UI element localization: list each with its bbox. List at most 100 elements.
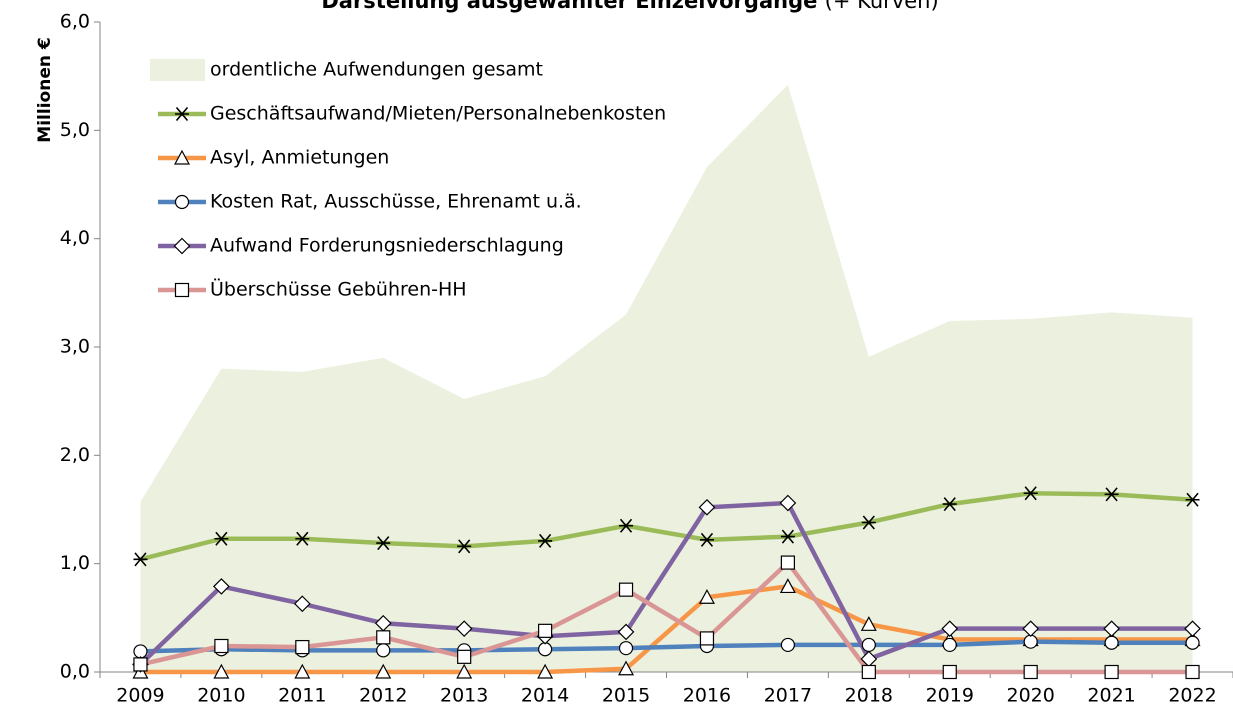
- point-marker: [860, 616, 877, 631]
- x-tick-label: 2014: [521, 685, 569, 707]
- point-marker: [1184, 620, 1201, 638]
- legend-marker: [174, 194, 190, 210]
- legend-label: Überschüsse Gebühren-HH: [210, 278, 467, 301]
- point-marker: [295, 639, 310, 655]
- x-tick-label: 2019: [926, 685, 974, 707]
- point-marker: [617, 623, 635, 641]
- point-marker: [861, 637, 876, 653]
- y-tick-label: 2,0: [60, 444, 90, 466]
- point-marker: [1185, 664, 1200, 680]
- point-marker: [375, 663, 392, 679]
- point-marker: [780, 637, 795, 653]
- point-marker: [538, 533, 553, 548]
- x-tick-label: 2015: [602, 685, 650, 707]
- line: [138, 500, 1193, 667]
- line: [139, 491, 1193, 562]
- y-tick-label: 6,0: [60, 11, 90, 33]
- x-tick-label: 2017: [764, 685, 812, 707]
- point-marker: [455, 620, 473, 638]
- point-marker: [376, 643, 391, 658]
- x-tick-label: 2010: [197, 685, 245, 707]
- legend-marker: [173, 237, 191, 255]
- y-tick-label: 5,0: [60, 119, 90, 141]
- point-marker: [942, 637, 957, 653]
- line: [139, 560, 1193, 675]
- point-marker: [457, 649, 472, 664]
- x-tick-label: 2021: [1087, 685, 1135, 707]
- point-marker: [1104, 487, 1119, 502]
- area: [140, 84, 1193, 673]
- legend-marker: [174, 282, 190, 298]
- chart-title: Darstellung ausgewählter Einzelvorgänge …: [321, 0, 938, 13]
- title-sub: (+ Kurven): [825, 0, 939, 13]
- point-marker: [376, 630, 391, 645]
- point-marker: [295, 531, 310, 546]
- point-marker: [618, 641, 634, 656]
- point-marker: [213, 663, 230, 679]
- point-marker: [618, 660, 635, 676]
- legend-label: Asyl, Anmietungen: [210, 147, 389, 169]
- point-marker: [1103, 620, 1120, 638]
- point-marker: [698, 588, 715, 604]
- legend-label: Kosten Rat, Ausschüsse, Ehrenamt u.ä.: [210, 191, 582, 213]
- point-marker: [133, 552, 148, 567]
- point-marker: [780, 555, 795, 570]
- point-marker: [619, 518, 634, 533]
- line: [140, 584, 1193, 675]
- point-marker: [1104, 664, 1119, 680]
- point-marker: [942, 664, 957, 680]
- point-marker: [941, 620, 959, 638]
- x-tick-label: 2012: [359, 685, 407, 707]
- y-tick-label: 4,0: [60, 227, 90, 249]
- y-axis-label: Millionen €: [35, 37, 55, 142]
- point-marker: [213, 578, 230, 595]
- point-marker: [133, 644, 148, 659]
- point-marker: [376, 536, 391, 551]
- title-main: Darstellung ausgewählter Einzelvorgänge: [321, 0, 817, 13]
- point-marker: [133, 657, 148, 672]
- point-marker: [214, 531, 229, 546]
- point-marker: [699, 532, 714, 547]
- x-tick-label: 2016: [683, 685, 731, 707]
- point-marker: [1185, 492, 1200, 507]
- point-marker: [699, 631, 715, 646]
- point-marker: [457, 539, 472, 554]
- point-marker: [538, 623, 553, 638]
- point-marker: [1104, 635, 1119, 650]
- point-marker: [698, 498, 716, 516]
- point-marker: [294, 663, 311, 679]
- point-marker: [861, 664, 876, 680]
- x-tick-label: 2018: [845, 685, 893, 707]
- point-marker: [942, 497, 957, 512]
- point-marker: [1023, 634, 1038, 649]
- point-marker: [1023, 486, 1038, 501]
- x-tick-label: 2022: [1168, 685, 1216, 707]
- legend-swatch: [150, 59, 205, 81]
- legend-label: ordentliche Aufwendungen gesamt: [210, 59, 543, 81]
- point-marker: [214, 638, 229, 654]
- legend-marker: [175, 106, 189, 122]
- point-marker: [537, 663, 554, 679]
- point-marker: [779, 494, 797, 512]
- legend-label: Geschäftsaufwand/Mieten/Personalnebenkos…: [210, 103, 666, 125]
- x-tick-label: 2020: [1006, 685, 1054, 707]
- legend-marker: [173, 149, 191, 165]
- point-marker: [779, 578, 796, 594]
- legend-label: Aufwand Forderungsniederschlagung: [210, 235, 564, 257]
- x-tick-label: 2011: [278, 685, 326, 707]
- point-marker: [456, 663, 473, 679]
- point-marker: [618, 582, 634, 597]
- point-marker: [780, 529, 795, 544]
- y-tick-label: 0,0: [60, 661, 90, 683]
- x-tick-label: 2013: [440, 685, 488, 707]
- y-tick-label: 3,0: [60, 336, 90, 358]
- y-tick-label: 1,0: [60, 552, 90, 574]
- point-marker: [538, 642, 553, 657]
- point-marker: [1023, 664, 1038, 680]
- line: [140, 639, 1193, 654]
- point-marker: [861, 515, 876, 530]
- point-marker: [293, 595, 311, 613]
- point-marker: [1022, 620, 1040, 638]
- x-tick-label: 2009: [116, 685, 164, 707]
